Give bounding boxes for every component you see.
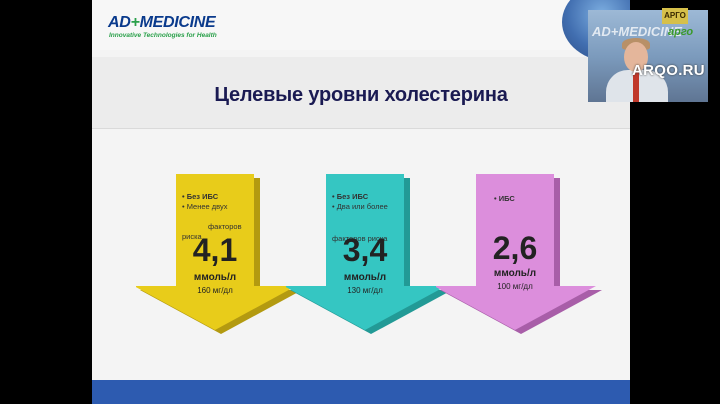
webcam-video: AD+MEDICINE	[588, 10, 708, 102]
presenter-tie	[633, 72, 639, 102]
presenter-head	[624, 42, 648, 72]
arrow-shape-1	[136, 174, 302, 334]
logo-brand2: MEDICINE	[139, 14, 216, 31]
level-arrow-2: • Без ИБС • Два или более факторов риска…	[286, 170, 456, 336]
webcam-logo-overlay: AD+MEDICINE	[592, 24, 682, 39]
level-value-2: 3,4	[342, 232, 388, 268]
argo-badge: АРГО	[662, 8, 688, 24]
level-unit-3: ммоль/л	[493, 268, 537, 279]
bullet-1-1: • Без ИБС	[182, 192, 219, 201]
title-panel	[92, 57, 630, 129]
bullet-2-3: факторов риска	[332, 234, 388, 243]
arrow-shape-2	[286, 174, 452, 334]
logo-brand: AD	[108, 14, 131, 31]
bullet-1-3: факторов	[208, 222, 242, 231]
bullet-1-2: • Менее двух	[182, 202, 228, 211]
divider	[92, 128, 630, 129]
slide-title: Целевые уровни холестерина	[214, 84, 508, 106]
level-unit-1: ммоль/л	[193, 272, 237, 283]
arrow-shape-3	[436, 174, 602, 334]
logo-tagline: Innovative Technologies for Health	[109, 32, 217, 39]
bullet-1-4: риска	[182, 232, 202, 241]
level-arrow-1: • Без ИБС • Менее двух факторов риска 4,…	[136, 170, 306, 336]
site-watermark: ARQO.RU	[632, 62, 705, 79]
bullet-3-1: • ИБС	[494, 194, 515, 203]
level-value-3: 2,6	[492, 230, 538, 266]
bullet-2-1: • Без ИБС	[332, 192, 369, 201]
logo-cross-icon: +	[130, 14, 140, 31]
level-unit-2: ммоль/л	[343, 272, 387, 283]
presentation-slide: AD+MEDICINE Innovative Technologies for …	[92, 0, 630, 404]
level-mg-1: 160 мг/дл	[197, 286, 233, 295]
argo-badge-sub: арго	[668, 26, 694, 38]
level-mg-2: 130 мг/дл	[347, 286, 383, 295]
level-value-1: 4,1	[192, 232, 238, 268]
level-arrow-3: • ИБС 2,6 ммоль/л 100 мг/дл	[436, 170, 606, 336]
level-mg-3: 100 мг/дл	[497, 282, 533, 291]
slide-footer	[92, 380, 630, 404]
admedicine-logo: AD+MEDICINE Innovative Technologies for …	[108, 14, 224, 42]
slide-header	[92, 0, 630, 50]
bullet-2-2: • Два или более	[332, 202, 388, 211]
